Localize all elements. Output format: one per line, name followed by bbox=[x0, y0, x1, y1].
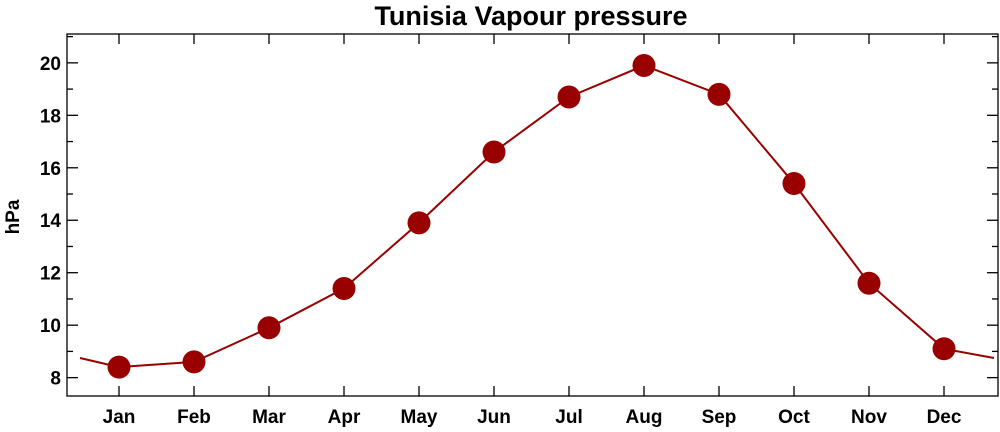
data-point-sep bbox=[707, 82, 731, 106]
data-point-jun bbox=[482, 140, 506, 164]
x-tick-label-nov: Nov bbox=[851, 407, 887, 428]
y-tick-label: 18 bbox=[40, 106, 61, 127]
x-tick-label-sep: Sep bbox=[702, 407, 737, 428]
y-axis-ticks bbox=[67, 35, 998, 379]
data-point-jul bbox=[557, 85, 581, 109]
data-point-apr bbox=[332, 276, 356, 300]
y-axis-tick-labels: 8 10 12 14 16 18 20 bbox=[40, 54, 62, 390]
y-axis-label: hPa bbox=[3, 199, 24, 234]
x-axis-tick-labels: Jan Feb Mar Apr May Jun Jul Aug Sep Oct Nov Dec bbox=[103, 407, 962, 428]
series-group bbox=[79, 53, 995, 379]
x-tick-label-mar: Mar bbox=[252, 407, 286, 428]
plot-frame bbox=[66, 33, 999, 397]
x-tick-label-dec: Dec bbox=[927, 407, 962, 428]
data-point-mar bbox=[257, 316, 281, 340]
y-tick-label: 12 bbox=[40, 264, 61, 285]
x-axis-ticks bbox=[118, 34, 945, 396]
data-point-dec bbox=[932, 337, 956, 361]
x-tick-label-jan: Jan bbox=[103, 407, 136, 428]
y-tick-label: 16 bbox=[40, 159, 61, 180]
y-tick-label: 10 bbox=[40, 316, 61, 337]
x-tick-label-may: May bbox=[401, 407, 438, 428]
y-tick-label: 14 bbox=[40, 211, 62, 232]
x-tick-label-feb: Feb bbox=[177, 407, 211, 428]
x-tick-label-jun: Jun bbox=[477, 407, 511, 428]
x-tick-label-apr: Apr bbox=[328, 407, 361, 428]
data-point-feb bbox=[182, 350, 206, 374]
chart-title: Tunisia Vapour pressure bbox=[374, 1, 687, 31]
y-tick-label: 8 bbox=[50, 369, 61, 390]
x-tick-label-aug: Aug bbox=[626, 407, 663, 428]
data-point-jan bbox=[107, 355, 131, 379]
data-point-may bbox=[407, 211, 431, 235]
x-tick-label-jul: Jul bbox=[555, 407, 582, 428]
data-point-oct bbox=[782, 172, 806, 196]
data-point-nov bbox=[857, 271, 881, 295]
data-point-aug bbox=[632, 53, 656, 77]
x-tick-label-oct: Oct bbox=[778, 407, 810, 428]
y-tick-label: 20 bbox=[40, 54, 61, 75]
series-line-0 bbox=[79, 64, 995, 369]
